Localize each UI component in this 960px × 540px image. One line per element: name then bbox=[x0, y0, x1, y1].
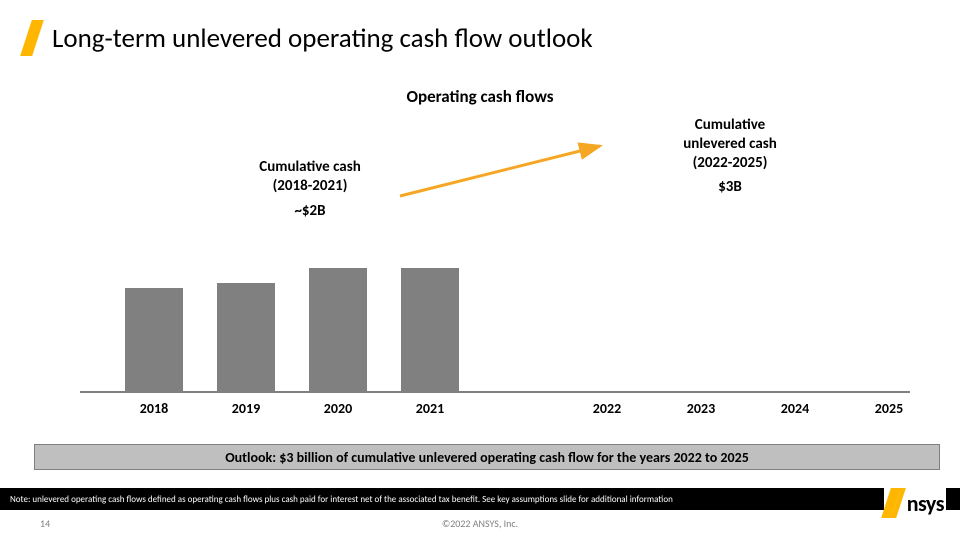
title-accent-bar bbox=[20, 20, 44, 56]
footnote-text: Note: unlevered operating cash flows def… bbox=[10, 494, 673, 505]
chart-title: Operating cash flows bbox=[0, 86, 960, 107]
bar-2019 bbox=[217, 283, 275, 393]
outlook-box: Outlook: $3 billion of cumulative unleve… bbox=[34, 444, 940, 470]
bar-2021 bbox=[401, 268, 459, 393]
ansys-logo: nsys bbox=[884, 488, 946, 518]
logo-text: nsys bbox=[907, 490, 944, 517]
page-title: Long-term unlevered operating cash flow … bbox=[52, 22, 593, 55]
x-label-2022: 2022 bbox=[582, 400, 632, 417]
x-label-2023: 2023 bbox=[676, 400, 726, 417]
copyright: ©2022 ANSYS, Inc. bbox=[0, 517, 960, 530]
bar-2018 bbox=[125, 288, 183, 393]
x-label-2025: 2025 bbox=[864, 400, 914, 417]
bar-group bbox=[100, 213, 910, 393]
x-label-2021: 2021 bbox=[405, 400, 455, 417]
footnote-band: Note: unlevered operating cash flows def… bbox=[0, 488, 960, 510]
x-label-2020: 2020 bbox=[313, 400, 363, 417]
bar-2020 bbox=[309, 268, 367, 393]
x-label-2024: 2024 bbox=[770, 400, 820, 417]
x-axis bbox=[80, 391, 910, 393]
x-label-2018: 2018 bbox=[129, 400, 179, 417]
chart-area: Cumulative cash (2018-2021) ~$2B Cumulat… bbox=[100, 108, 910, 413]
x-label-2019: 2019 bbox=[221, 400, 271, 417]
slide: Long-term unlevered operating cash flow … bbox=[0, 0, 960, 540]
